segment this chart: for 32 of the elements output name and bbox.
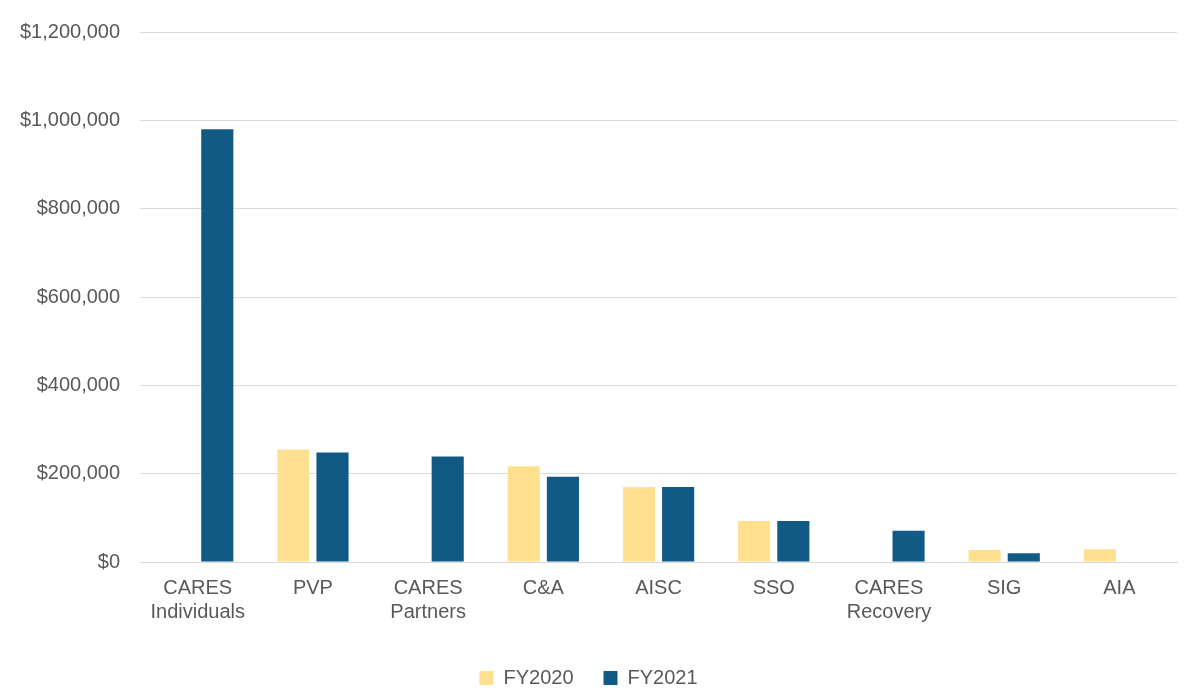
legend-label: FY2020 [503, 665, 574, 688]
y-tick-label: $600,000 [36, 284, 121, 307]
bar [1083, 549, 1116, 562]
bar [968, 550, 1001, 562]
bar [431, 456, 464, 562]
x-tick-label: PVP [292, 575, 333, 598]
bar [316, 452, 349, 562]
y-tick-label: $200,000 [36, 461, 121, 484]
bar [738, 520, 771, 562]
bar [1007, 553, 1040, 562]
x-tick-label: CARES Recovery [846, 575, 932, 622]
y-tick-label: $1,000,000 [19, 107, 121, 130]
y-tick-label: $800,000 [36, 196, 121, 219]
x-tick-label: AIA [1103, 575, 1137, 598]
bar [201, 129, 234, 562]
x-tick-label: CARES Individuals [150, 575, 245, 622]
bar [662, 486, 695, 562]
bar [622, 486, 656, 562]
y-tick-label: $400,000 [36, 372, 121, 395]
x-tick-label: AISC [635, 575, 682, 598]
legend-label: FY2021 [627, 665, 698, 688]
x-tick-label: CARES Partners [390, 575, 466, 622]
x-tick-label: SIG [986, 575, 1022, 598]
x-tick-label: C&A [522, 575, 565, 598]
bar [892, 530, 925, 562]
bar [777, 520, 810, 562]
bar [546, 476, 579, 562]
bar [507, 466, 540, 562]
x-tick-label: SSO [752, 575, 795, 598]
y-tick-label: $1,200,000 [19, 19, 121, 42]
bar [277, 449, 310, 562]
y-tick-label: $0 [97, 549, 121, 572]
